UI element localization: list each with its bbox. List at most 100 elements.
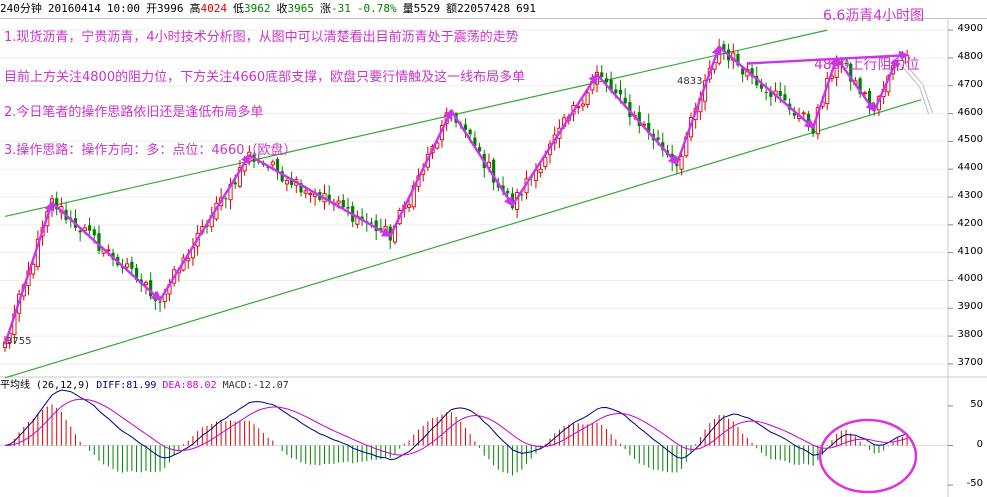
- candle-body: [506, 190, 510, 194]
- candle-body: [477, 147, 482, 152]
- channel-line: [4, 29, 828, 218]
- candle-body: [106, 249, 111, 252]
- trend-arrow: [450, 110, 514, 208]
- price-tick-label: 3800: [957, 329, 983, 341]
- candle-body: [463, 124, 468, 130]
- candle-body: [759, 84, 764, 89]
- macd-tick-label: 0: [976, 438, 983, 450]
- trend-arrow: [747, 50, 910, 65]
- macd-indicator: [0, 389, 948, 476]
- candle-body: [284, 180, 289, 185]
- amount-label: 额: [446, 2, 458, 15]
- candle-body: [618, 89, 623, 95]
- price-tick-label: 4400: [957, 162, 983, 174]
- candle-body: [783, 94, 787, 101]
- macd-diff-line: [4, 389, 908, 461]
- candle-body: [31, 263, 36, 275]
- candle-body: [237, 167, 242, 187]
- candle-body: [125, 263, 130, 268]
- candle-body: [290, 178, 294, 186]
- trend-arrow: [511, 72, 599, 206]
- candle-body: [336, 200, 341, 204]
- time-value: 10:00: [106, 2, 140, 15]
- candle-body: [270, 161, 275, 166]
- candle-body: [143, 281, 149, 286]
- resistance-label: 4800上行阻力位: [814, 57, 920, 73]
- trend-arrow: [675, 44, 722, 165]
- date-value: 20160414: [47, 2, 101, 15]
- candle-body: [407, 204, 412, 208]
- macd-title: 平均线: [0, 380, 30, 391]
- candle-body: [92, 229, 96, 236]
- candle-body: [811, 124, 815, 134]
- candle-body: [614, 89, 618, 94]
- low-value: 3962: [243, 2, 271, 15]
- trend-arrow: [159, 153, 251, 301]
- candle-body: [722, 44, 726, 52]
- trend-arrow: [718, 45, 815, 129]
- macd-dea: DEA:88.02: [162, 380, 217, 391]
- candle-body: [675, 163, 679, 167]
- annotation-line-4: 3.操作思路：操作方向：多：点位：4660（欧盘）: [4, 143, 297, 158]
- candle-body: [346, 206, 350, 209]
- trend-arrow: [812, 56, 839, 128]
- candle-body: [327, 194, 331, 202]
- trend-arrow: [51, 201, 162, 302]
- open-value: 3996: [156, 2, 184, 15]
- macd-tick-label: -50: [966, 478, 983, 490]
- trend-arrow: [3, 200, 55, 345]
- candle-body: [369, 222, 374, 224]
- annotation-line-1: 1.现货沥青，宁贵沥青，4小时技术分析图，从图中可以清楚看出目前沥青处于震荡的走…: [4, 30, 519, 45]
- candle-body: [623, 97, 627, 104]
- price-tick-label: 3700: [957, 356, 983, 368]
- low-label: 低: [232, 2, 244, 15]
- volume-value: 5529: [413, 2, 441, 15]
- candle-body: [656, 137, 660, 140]
- quote-header: 240分钟 20160414 10:00 开3996 高4024 低3962 收3965 涨-…: [0, 0, 987, 19]
- price-tick-label: 4900: [957, 23, 983, 35]
- candle-body: [792, 112, 796, 116]
- period-label: 240分钟: [0, 2, 42, 15]
- price-tick-label: 4000: [957, 273, 983, 285]
- candle-body: [750, 68, 754, 77]
- price-tick-label: 4100: [957, 245, 983, 257]
- candle-body: [501, 185, 505, 192]
- projection-arrow: [896, 56, 923, 87]
- high-label: 高: [189, 2, 201, 15]
- macd-diff: DIFF:81.99: [96, 380, 157, 391]
- projection-arrow: [919, 85, 933, 115]
- candle-body: [97, 233, 101, 251]
- candle-body: [82, 227, 87, 231]
- candle-body: [149, 280, 153, 297]
- candle-body: [520, 194, 524, 196]
- candle-body: [600, 72, 604, 78]
- trend-arrow: [389, 108, 453, 237]
- candle-body: [186, 257, 191, 262]
- candle-body: [468, 129, 472, 135]
- candle-body: [609, 79, 613, 91]
- price-tick-label: 4300: [957, 190, 983, 201]
- annotation-line-2: 目前上方关注4800的阻力位，下方关注4660底部支撑，欧盘只要行情触及这一线布…: [4, 70, 526, 85]
- candle-body: [266, 167, 270, 169]
- annotation-line-3: 2.今日笔者的操作思路依旧还是逢低布局多单: [4, 105, 264, 120]
- candle-body: [741, 68, 745, 75]
- high-value: 4024: [200, 2, 227, 15]
- candle-body: [637, 112, 641, 127]
- candle-body: [303, 190, 308, 194]
- trend-arrows: [3, 44, 933, 345]
- price-tick-label: 4700: [957, 78, 983, 90]
- trend-arrow: [248, 154, 393, 237]
- channel-lines: [4, 29, 922, 379]
- chart-title: 6.6沥青4小时图: [823, 8, 925, 24]
- candle-body: [769, 90, 773, 97]
- trend-arrow: [873, 56, 900, 112]
- close-label: 收: [276, 2, 288, 15]
- candle-body: [153, 298, 157, 301]
- candle-body: [233, 182, 237, 185]
- candle-body: [280, 171, 284, 182]
- price-tick-label: 4200: [957, 217, 983, 229]
- candle-body: [538, 168, 543, 174]
- candle-body: [383, 225, 388, 231]
- candle-body: [736, 53, 740, 66]
- macd-highlight-circle: [818, 418, 918, 494]
